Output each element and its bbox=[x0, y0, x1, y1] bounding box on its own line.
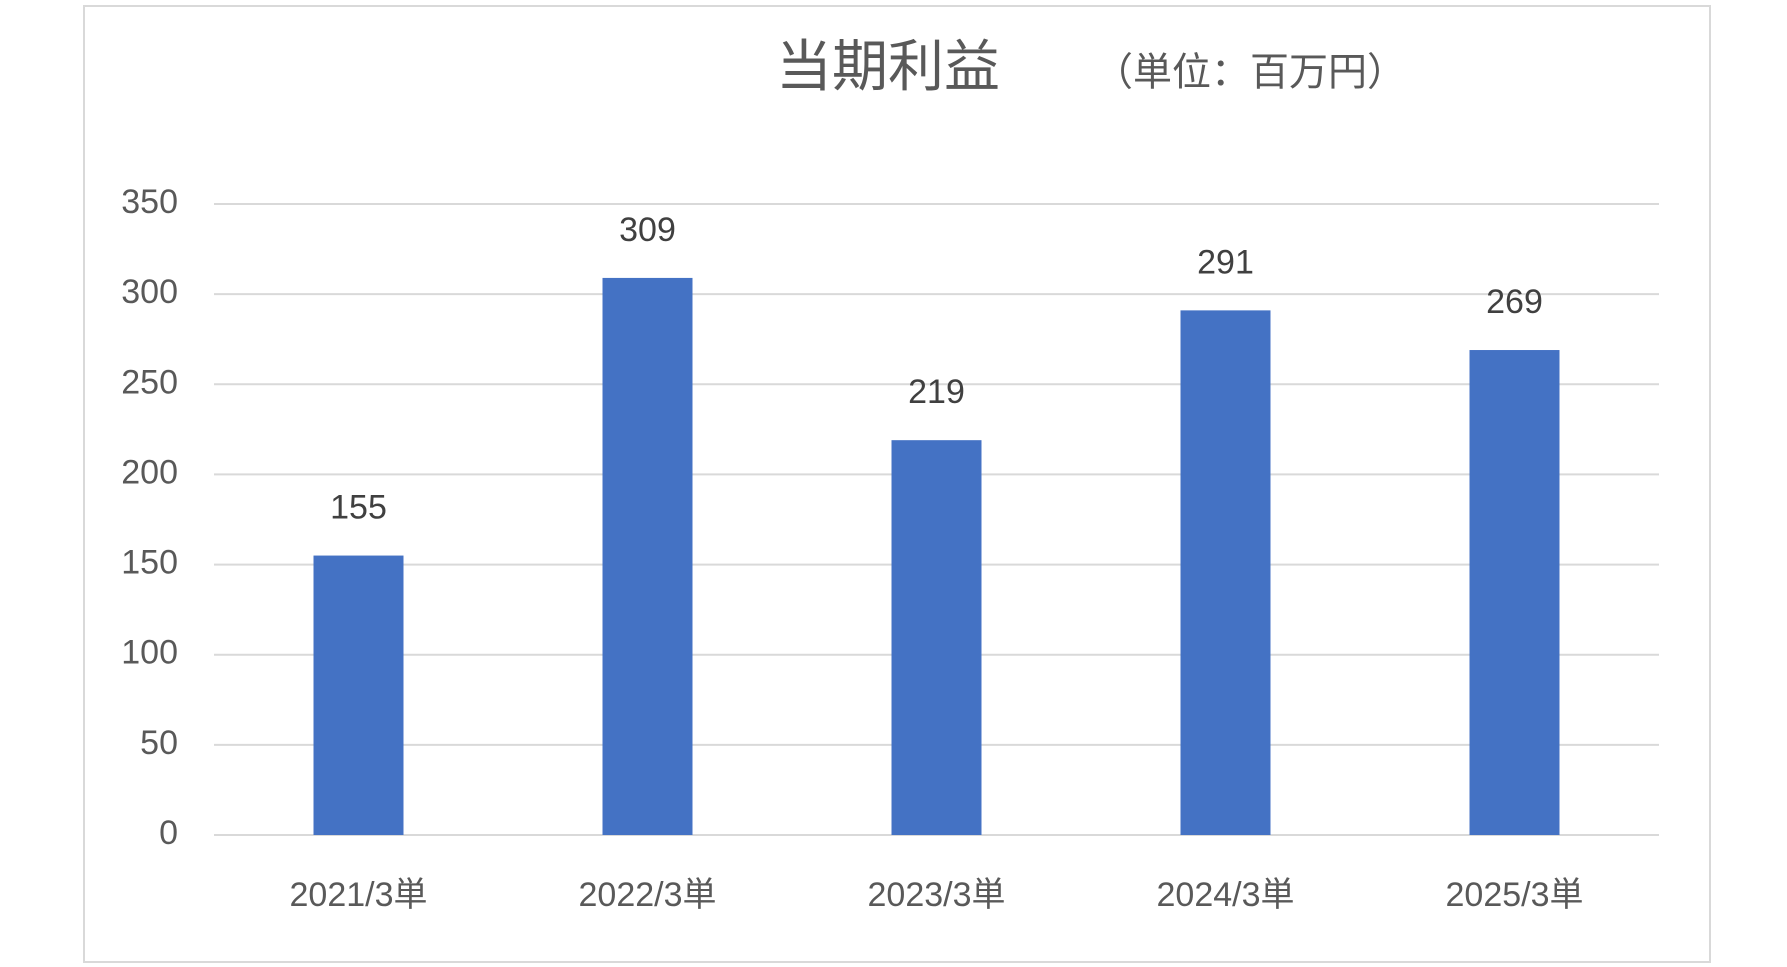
y-tick-label: 200 bbox=[121, 453, 178, 491]
x-tick-label: 2023/3単 bbox=[868, 876, 1006, 914]
y-tick-label: 150 bbox=[121, 544, 178, 582]
bar bbox=[602, 277, 693, 836]
data-label: 219 bbox=[908, 373, 965, 411]
bar bbox=[1180, 310, 1271, 836]
bar bbox=[313, 555, 404, 835]
bar bbox=[1469, 350, 1560, 835]
y-tick-label: 300 bbox=[121, 273, 178, 311]
x-tick-label: 2025/3単 bbox=[1446, 876, 1584, 914]
y-tick-label: 0 bbox=[159, 814, 178, 852]
data-label: 155 bbox=[330, 489, 387, 527]
y-tick-label: 100 bbox=[121, 634, 178, 672]
chart-subtitle: （単位：百万円） bbox=[1094, 51, 1406, 94]
chart-title: 当期利益 bbox=[776, 35, 1000, 98]
data-label: 291 bbox=[1197, 243, 1254, 281]
x-tick-label: 2021/3単 bbox=[290, 876, 428, 914]
x-tick-label: 2024/3単 bbox=[1157, 876, 1295, 914]
data-label: 269 bbox=[1486, 283, 1543, 321]
y-tick-label: 50 bbox=[140, 724, 178, 762]
y-tick-label: 350 bbox=[121, 183, 178, 221]
data-label: 309 bbox=[619, 211, 676, 249]
x-tick-label: 2022/3単 bbox=[579, 876, 717, 914]
y-tick-label: 250 bbox=[121, 363, 178, 401]
bar bbox=[891, 440, 982, 835]
